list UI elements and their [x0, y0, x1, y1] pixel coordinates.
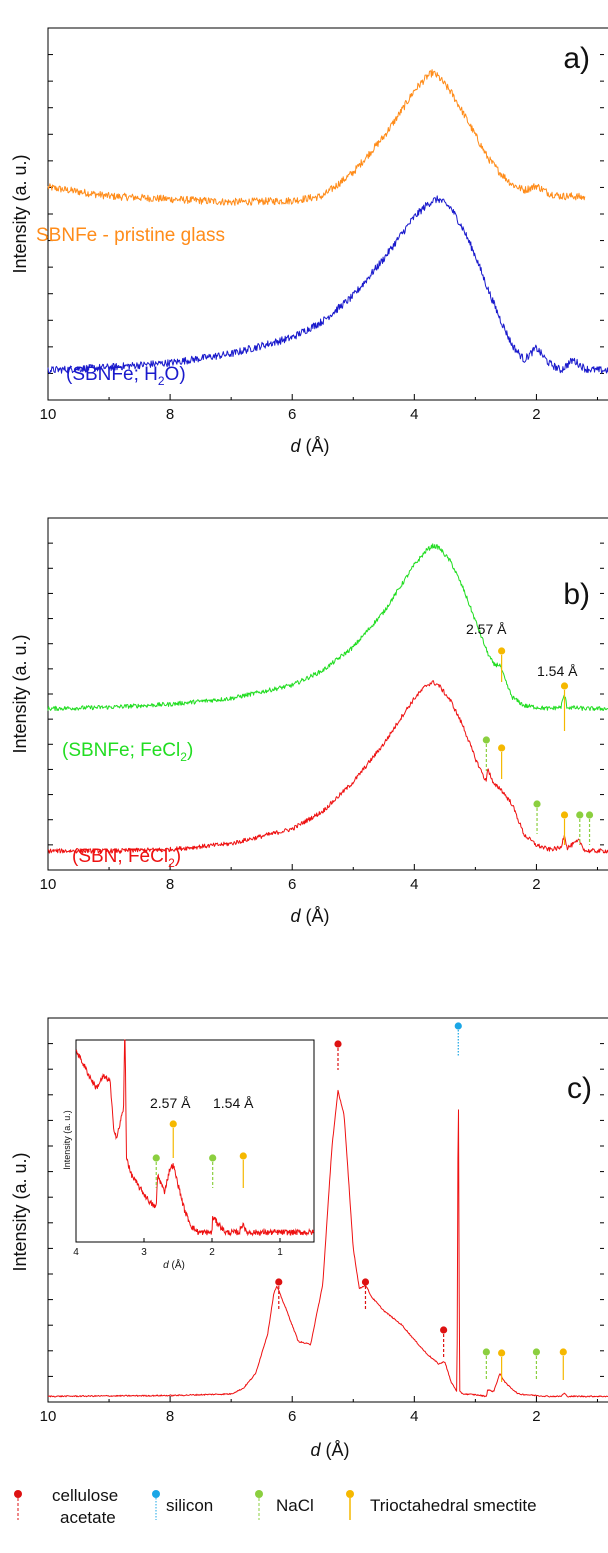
blue-dot-dotted-marker-icon — [152, 1490, 160, 1520]
inset-data-curve — [75, 1039, 315, 1237]
axis-ticks: 10 8 6 4 2 — [40, 542, 604, 893]
x-tick-label: 10 — [40, 876, 57, 893]
cellulose-marker — [440, 1326, 448, 1334]
y-axis-label: Intensity (a. u.) — [10, 634, 30, 753]
x-tick-label: 6 — [288, 1408, 296, 1425]
nacl-marker — [209, 1154, 217, 1162]
legend-label: silicon — [166, 1496, 214, 1515]
inset-peak-label-1-54: 1.54 Å — [213, 1095, 254, 1111]
inset-x-tick-label: 3 — [141, 1247, 147, 1258]
series-line — [47, 680, 608, 854]
smectite-marker — [498, 647, 506, 655]
legend: cellulose acetate silicon NaCl Trioctahe… — [0, 1486, 608, 1552]
series-line — [47, 69, 586, 206]
legend-label: NaCl — [276, 1496, 314, 1515]
series-line — [47, 195, 608, 374]
panel-label: c) — [567, 1072, 592, 1105]
series-label-pristine: SBNFe - pristine glass — [36, 225, 225, 246]
inset-x-tick-label: 4 — [73, 1247, 79, 1258]
cellulose-marker — [361, 1278, 370, 1286]
panel-b: 10 8 6 4 2 b) d (Å) Intensity (a. u.) 2.57 Å… — [10, 517, 608, 926]
x-axis-label: d (Å) — [310, 1440, 349, 1460]
nacl-marker — [532, 1348, 541, 1356]
x-tick-label: 4 — [410, 1408, 418, 1425]
x-tick-label: 2 — [532, 876, 540, 893]
x-tick-label: 8 — [166, 876, 174, 893]
x-tick-label: 10 — [40, 1408, 57, 1425]
cellulose-marker — [275, 1278, 283, 1286]
nacl-marker — [533, 800, 541, 808]
x-tick-label: 8 — [166, 406, 174, 423]
axis-ticks: 10 8 6 4 2 — [40, 1043, 604, 1425]
legend-label-line2: acetate — [60, 1508, 116, 1527]
series-label-sbn-fecl2: (SBN; FeCl2) — [72, 846, 181, 870]
smectite-marker — [498, 744, 506, 752]
x-tick-label: 6 — [288, 876, 296, 893]
plot-frame — [47, 1017, 608, 1403]
series-label-h2o: (SBNFe; H2O) — [66, 364, 186, 388]
series-line — [47, 543, 608, 711]
green-dot-dashed-marker-icon — [255, 1490, 263, 1520]
legend-label-line1: cellulose — [52, 1486, 119, 1505]
inset-peak-label-2-57: 2.57 Å — [150, 1095, 191, 1111]
y-axis-label: Intensity (a. u.) — [10, 1152, 30, 1271]
inset-x-tick-label: 1 — [277, 1247, 283, 1258]
inset-series-line — [75, 1039, 315, 1237]
x-tick-label: 10 — [40, 406, 57, 423]
x-tick-label: 2 — [532, 406, 540, 423]
smectite-marker — [560, 811, 569, 819]
x-tick-label: 8 — [166, 1408, 174, 1425]
panel-label: b) — [563, 578, 590, 611]
series-line — [47, 1089, 608, 1398]
x-axis-label: d (Å) — [290, 436, 329, 456]
nacl-marker — [576, 811, 584, 819]
smectite-marker — [169, 1120, 177, 1128]
peak-label-1-54: 1.54 Å — [537, 663, 578, 679]
silicon-marker — [454, 1022, 462, 1030]
nacl-marker — [152, 1154, 160, 1162]
smectite-marker — [560, 682, 569, 690]
y-axis-label: Intensity (a. u.) — [10, 154, 30, 273]
x-tick-label: 4 — [410, 406, 418, 423]
smectite-marker — [239, 1152, 247, 1160]
data-curves — [47, 69, 608, 374]
yellow-dot-solid-marker-icon — [346, 1490, 354, 1520]
data-curves — [47, 543, 608, 854]
red-dot-dashed-marker-icon — [14, 1490, 22, 1520]
legend-label: Trioctahedral smectite — [370, 1496, 537, 1515]
panel-c: 10 8 6 4 2 c) d (Å) Intensity (a. u.) 4 3 2 1 2… — [10, 1017, 608, 1460]
x-axis-label: d (Å) — [290, 906, 329, 926]
data-curves — [47, 1022, 608, 1398]
panel-a: 10 8 6 4 2 a) d (Å) Intensity (a. u.) SBNFe … — [10, 27, 608, 456]
x-tick-label: 2 — [532, 1408, 540, 1425]
smectite-marker — [559, 1348, 567, 1356]
nacl-marker — [482, 1348, 490, 1356]
cellulose-marker — [334, 1040, 342, 1048]
plot-frame — [47, 517, 608, 871]
inset-x-tick-label: 2 — [209, 1247, 215, 1258]
inset-chart: 4 3 2 1 2.57 Å 1.54 Å Intensity (a. u.) d (… — [62, 1039, 315, 1271]
inset-axis-ticks: 4 3 2 1 — [73, 1238, 283, 1258]
panel-label: a) — [563, 42, 590, 75]
nacl-marker — [482, 736, 490, 744]
series-label-sbnfe-fecl2: (SBNFe; FeCl2) — [62, 740, 193, 764]
axis-ticks: 10 8 6 4 2 — [40, 54, 604, 423]
inset-y-axis-label: Intensity (a. u.) — [62, 1110, 72, 1170]
inset-frame — [75, 1039, 315, 1243]
smectite-marker — [498, 1349, 506, 1357]
nacl-marker — [585, 811, 594, 819]
x-tick-label: 6 — [288, 406, 296, 423]
plot-frame — [47, 27, 608, 401]
peak-label-2-57: 2.57 Å — [466, 621, 507, 637]
x-tick-label: 4 — [410, 876, 418, 893]
inset-x-axis-label: d (Å) — [163, 1258, 185, 1271]
